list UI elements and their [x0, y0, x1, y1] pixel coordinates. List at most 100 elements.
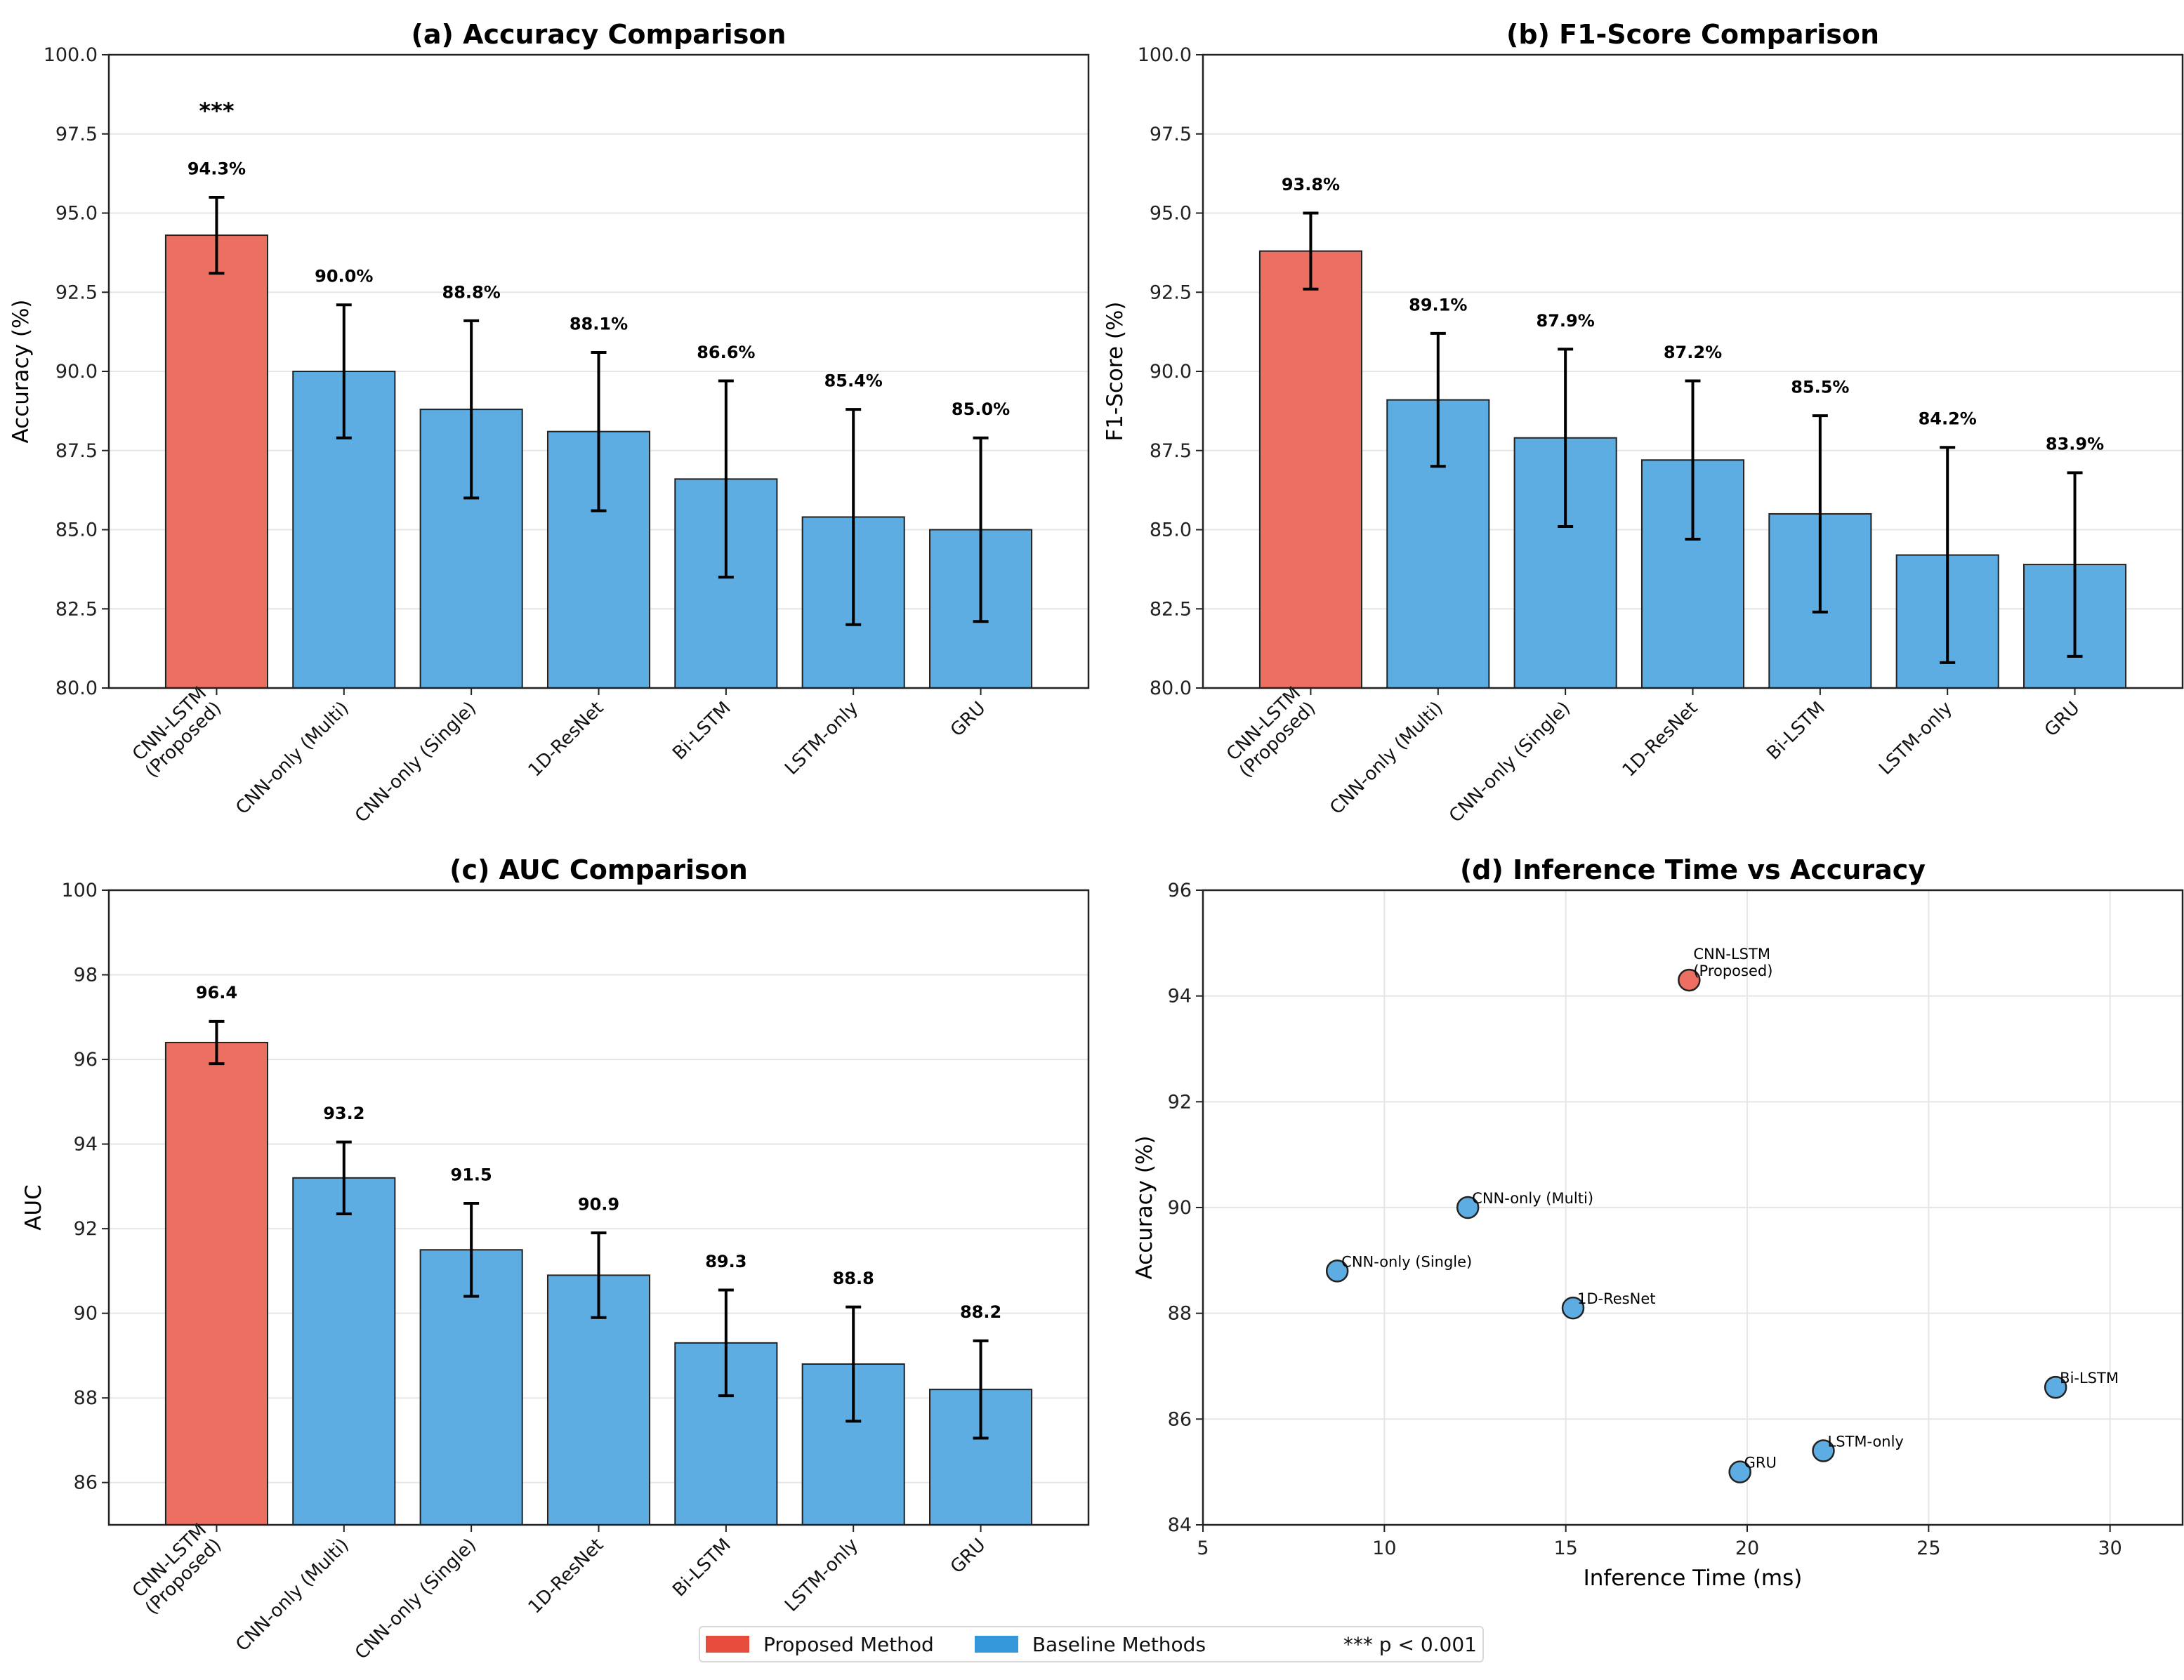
y-tick-label: 87.5 [55, 440, 98, 462]
legend-item-baseline: Baseline Methods [974, 1633, 1206, 1656]
x-category-label: CNN-only (Single) [1445, 698, 1574, 827]
x-tick-label: 5 [1197, 1537, 1209, 1559]
scatter-point-baseline [1812, 1439, 1835, 1462]
y-axis-label: Accuracy (%) [8, 299, 34, 443]
y-tick-label: 86 [74, 1472, 98, 1494]
x-category-label: GRU [2041, 698, 2084, 741]
x-category-label: CNN-only (Single) [351, 698, 480, 827]
scatter-point-baseline [1728, 1460, 1751, 1483]
x-category-label-line: Bi-LSTM [669, 698, 735, 765]
scatter-point-label: CNN-LSTM (Proposed) [1693, 946, 1772, 979]
y-tick-label: 98 [74, 965, 98, 986]
value-label: 88.1% [570, 314, 628, 333]
x-tick-label: 10 [1372, 1537, 1396, 1559]
scatter-point-proposed [1678, 968, 1701, 992]
x-category-label-line: CNN-only (Single) [1445, 698, 1574, 827]
value-label: 90.9 [578, 1194, 619, 1214]
y-axis-label: Accuracy (%) [1132, 1135, 1157, 1279]
x-category-label-line: CNN-only (Single) [351, 698, 480, 827]
x-tick-label: 15 [1553, 1537, 1577, 1559]
legend: Proposed Method Baseline Methods *** p <… [699, 1626, 1484, 1662]
y-tick-label: 85.0 [1150, 520, 1192, 541]
x-category-label: Bi-LSTM [1763, 698, 1829, 765]
y-tick-label: 90 [1168, 1197, 1192, 1219]
panel-inference-scatter: 84 86 88 90 92 94 96 5 10 15 20 25 30 CNN-LSTM (Propos… [1132, 854, 2184, 1591]
y-tick-label: 82.5 [1150, 598, 1192, 620]
legend-swatch-baseline [974, 1636, 1018, 1653]
y-tick-label: 95.0 [55, 203, 98, 225]
scatter-point-label: Bi-LSTM [2060, 1370, 2119, 1387]
y-tick-label: 92.5 [1150, 282, 1192, 303]
value-label: 85.5% [1791, 378, 1849, 397]
x-category-label: GRU [947, 1535, 990, 1578]
x-category-label: 1D-ResNet [525, 698, 608, 781]
scatter-point-label: GRU [1744, 1455, 1777, 1471]
bar-baseline [292, 1177, 396, 1526]
y-tick-label: 90 [74, 1303, 98, 1325]
x-category-label-line: Bi-LSTM [1763, 698, 1829, 765]
y-tick-label: 95.0 [1150, 203, 1192, 225]
panel-accuracy: 80.0 82.5 85.0 87.5 90.0 92.5 95.0 97.5 100.0 94.… [8, 19, 1090, 827]
value-label: 84.2% [1919, 409, 1977, 429]
bar-proposed [164, 234, 268, 689]
x-category-label: LSTM-only [781, 1535, 862, 1616]
panel-f1-score: 80.0 82.5 85.0 87.5 90.0 92.5 95.0 97.5 100.0 93.… [1103, 19, 2184, 827]
value-label: 96.4 [196, 983, 237, 1003]
y-tick-label: 100 [61, 880, 98, 901]
y-tick-label: 90.0 [55, 361, 98, 383]
legend-label-proposed: Proposed Method [763, 1632, 934, 1656]
legend-item-proposed: Proposed Method [706, 1633, 934, 1656]
x-category-label-line: GRU [947, 1535, 990, 1578]
scatter-point-label-line: CNN-LSTM [1693, 946, 1770, 963]
y-tick-label: 100.0 [1138, 44, 1192, 66]
x-category-label-line: LSTM-only [781, 1535, 862, 1616]
x-category-label: CNN-LSTM(Proposed) [126, 683, 225, 782]
value-label: 87.9% [1537, 311, 1595, 331]
value-label: 83.9% [2046, 435, 2104, 454]
x-category-label-line: CNN-only (Multi) [232, 698, 353, 819]
chart-title: (c) AUC Comparison [449, 854, 748, 885]
x-category-label-line: CNN-only (Multi) [1326, 698, 1447, 819]
scatter-point-label-line: GRU [1744, 1455, 1777, 1471]
y-tick-label: 86 [1168, 1408, 1192, 1430]
value-label: 94.3% [188, 159, 246, 178]
x-category-label: CNN-only (Multi) [1326, 698, 1447, 819]
value-label: 88.8 [833, 1269, 874, 1288]
scatter-point-label: LSTM-only [1828, 1434, 1904, 1450]
scatter-point-label-line: 1D-ResNet [1577, 1290, 1655, 1307]
x-category-label-line: GRU [2041, 698, 2084, 741]
value-label: 89.1% [1409, 295, 1467, 315]
x-category-label-line: 1D-ResNet [525, 698, 608, 781]
y-tick-label: 92.5 [55, 282, 98, 303]
y-axis-label: AUC [21, 1184, 46, 1231]
x-category-label: GRU [947, 698, 990, 741]
value-label: 87.2% [1664, 343, 1722, 362]
x-category-label: CNN-only (Single) [351, 1535, 480, 1664]
x-category-label: CNN-LSTM(Proposed) [1221, 683, 1320, 782]
bar-proposed [164, 1041, 268, 1526]
scatter-point-label-line: Bi-LSTM [2060, 1370, 2119, 1387]
panel-auc: 86 88 90 92 94 96 98 100 96.4 CNN-LSTM(Proposed) 9… [21, 854, 1090, 1664]
y-tick-label: 84 [1168, 1514, 1192, 1536]
x-axis-label: Inference Time (ms) [1584, 1566, 1803, 1591]
scatter-point-label: 1D-ResNet [1577, 1290, 1655, 1307]
x-category-label: Bi-LSTM [669, 698, 735, 765]
scatter-point-label-line: LSTM-only [1828, 1434, 1904, 1450]
y-tick-label: 92 [74, 1218, 98, 1240]
chart-title: (b) F1-Score Comparison [1506, 19, 1879, 50]
y-tick-label: 97.5 [1150, 124, 1192, 145]
y-tick-label: 96 [1168, 880, 1192, 901]
value-label: 88.2 [960, 1302, 1001, 1322]
x-category-label-line: LSTM-only [781, 698, 862, 779]
scatter-point-baseline [1456, 1196, 1480, 1219]
x-tick-label: 30 [2098, 1537, 2121, 1559]
y-axis-label: F1-Score (%) [1103, 301, 1128, 441]
y-tick-label: 80.0 [55, 677, 98, 699]
plot-frame [1202, 889, 2184, 1526]
scatter-point-baseline [2044, 1375, 2067, 1399]
y-tick-label: 94 [1168, 986, 1192, 1007]
chart-title: (a) Accuracy Comparison [411, 19, 786, 50]
scatter-point-baseline [1561, 1296, 1585, 1320]
x-category-label: LSTM-only [1875, 698, 1956, 779]
